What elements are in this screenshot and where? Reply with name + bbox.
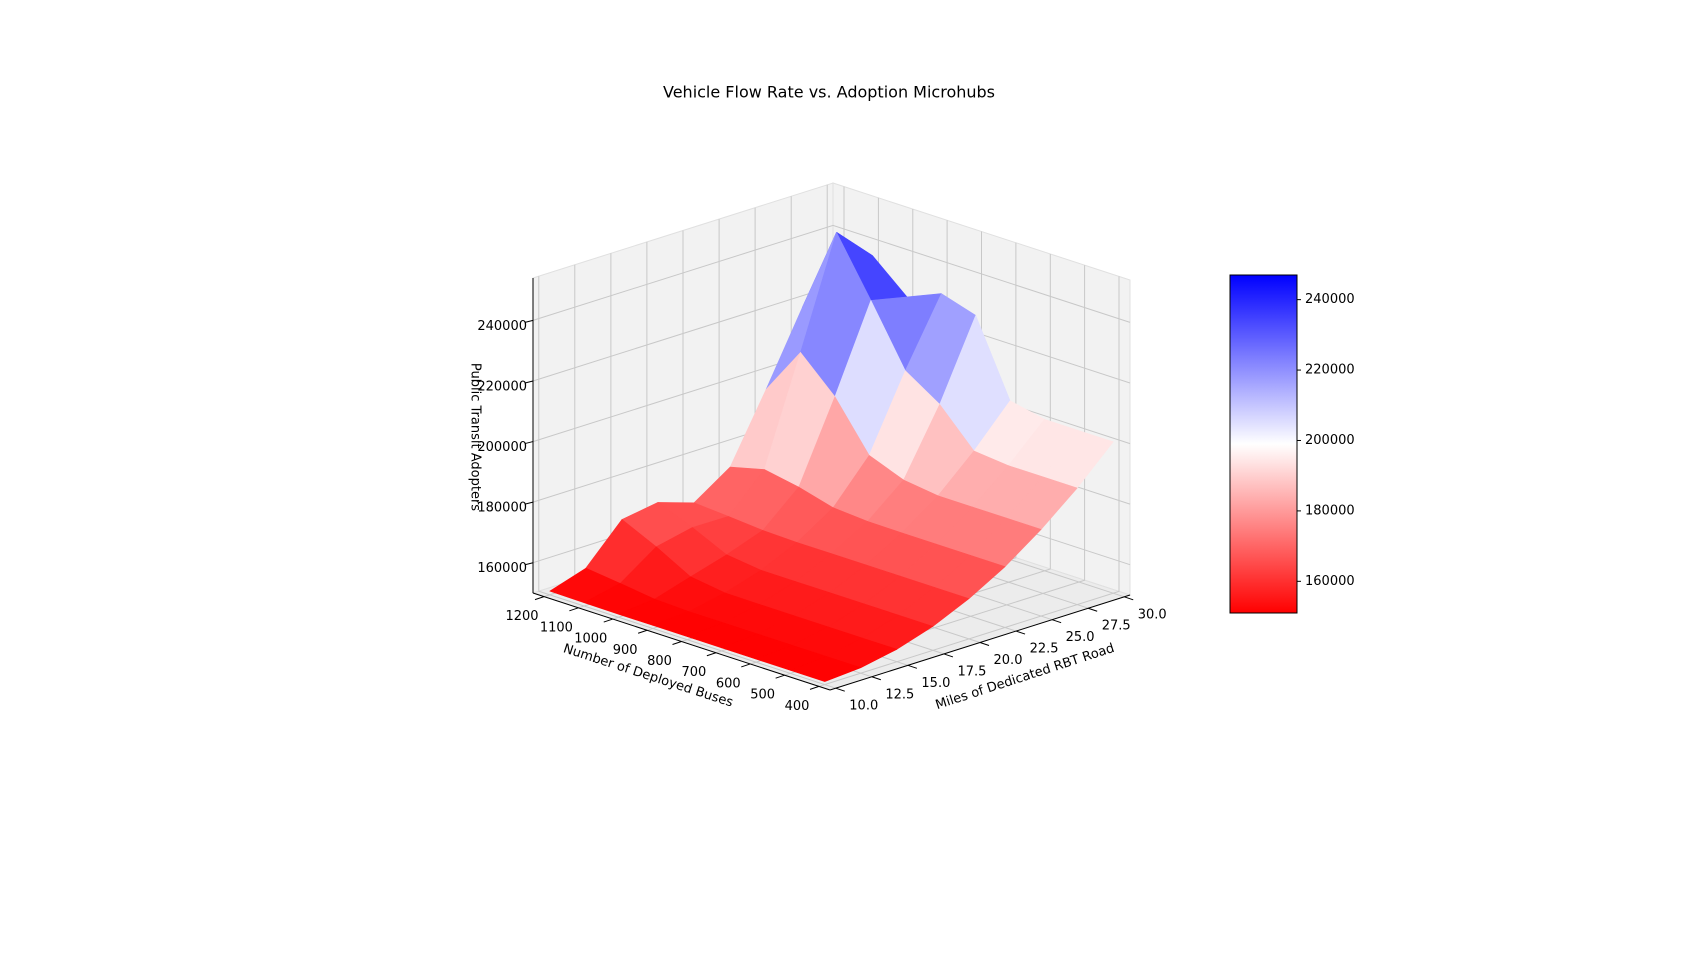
x-tick-label: 12.5 <box>885 687 914 702</box>
z-tick <box>524 501 534 505</box>
x-tick-label: 25.0 <box>1066 630 1095 645</box>
y-tick <box>775 674 785 679</box>
z-axis-label: Public Transit Adopters <box>468 363 483 511</box>
y-tick-label: 1200 <box>505 609 538 624</box>
x-tick <box>979 642 990 646</box>
y-tick <box>603 618 613 623</box>
x-tick <box>1051 619 1062 624</box>
y-tick-label: 1100 <box>540 620 573 635</box>
y-tick <box>637 629 648 634</box>
y-tick-label: 1000 <box>574 632 607 647</box>
y-tick <box>809 685 820 690</box>
z-tick-label: 240000 <box>477 319 527 334</box>
y-tick <box>569 607 579 612</box>
y-tick-label: 900 <box>613 643 638 658</box>
y-tick <box>706 652 717 657</box>
x-tick-label: 10.0 <box>849 699 878 714</box>
y-tick-label: 400 <box>785 699 810 714</box>
x-tick-label: 27.5 <box>1102 619 1131 634</box>
colorbar-tick-label: 240000 <box>1305 292 1355 307</box>
z-tick-label: 160000 <box>477 561 527 576</box>
colorbar-tick-label: 180000 <box>1305 503 1355 518</box>
x-tick-label: 22.5 <box>1030 642 1059 657</box>
x-tick <box>907 664 918 669</box>
z-tick <box>524 319 534 323</box>
colorbar-tick-label: 220000 <box>1305 363 1355 378</box>
x-tick-label: 17.5 <box>957 664 986 679</box>
z-grid-line <box>532 224 1131 323</box>
chart-title: Vehicle Flow Rate vs. Adoption Microhubs <box>663 83 995 102</box>
z-tick-label: 220000 <box>477 379 527 394</box>
x-grid-line <box>538 276 836 689</box>
y-tick-label: 700 <box>681 665 706 680</box>
z-tick <box>524 562 534 566</box>
z-tick-label: 200000 <box>477 440 527 455</box>
x-tick <box>1124 596 1134 601</box>
z-tick <box>524 380 534 384</box>
z-tick <box>524 441 534 445</box>
y-grid-line <box>818 276 1120 687</box>
x-tick <box>835 687 845 692</box>
surface-cell <box>790 656 862 682</box>
y-tick-label: 800 <box>647 654 672 669</box>
y-axis-label: Number of Deployed Buses <box>561 641 735 710</box>
colorbar-tick-label: 160000 <box>1305 574 1355 589</box>
x-tick-label: 20.0 <box>994 653 1023 668</box>
x-tick-label: 30.0 <box>1138 607 1167 622</box>
y-tick-label: 600 <box>716 676 741 691</box>
colorbar-tick-label: 200000 <box>1305 433 1355 448</box>
x-tick-label: 15.0 <box>921 676 950 691</box>
x-tick <box>871 676 881 681</box>
x-tick <box>943 653 954 658</box>
y-tick <box>741 663 751 668</box>
y-tick-label: 500 <box>750 688 775 703</box>
x-tick <box>1015 630 1026 635</box>
colorbar <box>1229 274 1298 614</box>
y-tick <box>672 641 682 645</box>
y-tick <box>534 596 545 601</box>
z-tick-label: 180000 <box>477 501 527 516</box>
x-tick <box>1088 607 1098 612</box>
